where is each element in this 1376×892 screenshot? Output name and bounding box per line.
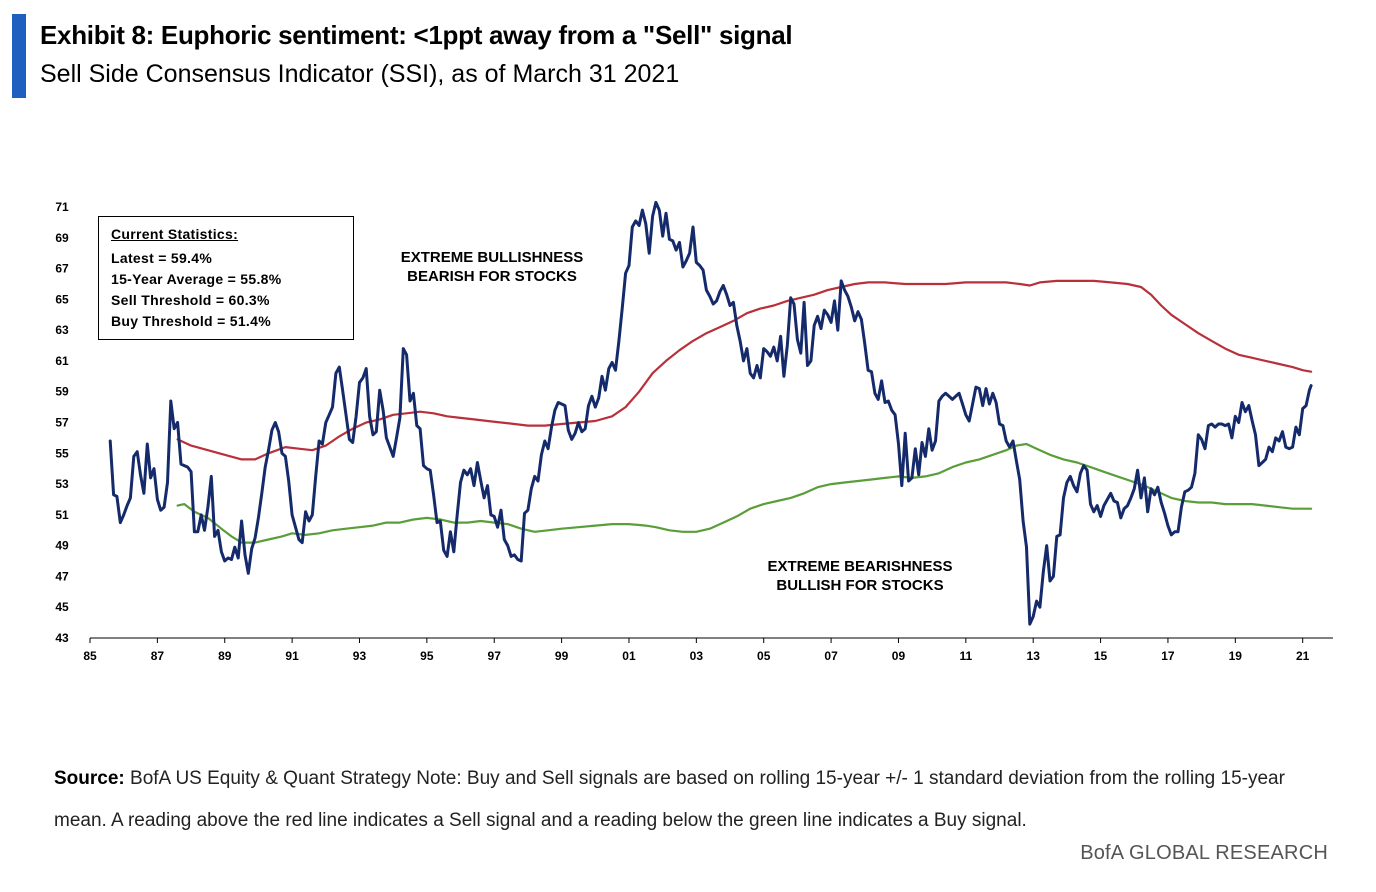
x-tick-label: 19: [1229, 649, 1243, 663]
buy-threshold-line: [176, 442, 1313, 544]
x-tick-label: 11: [959, 649, 972, 663]
y-tick-label: 47: [55, 569, 69, 583]
y-tick-label: 67: [55, 262, 69, 276]
bearish-annotation-line2: BULLISH FOR STOCKS: [776, 577, 944, 594]
bullish-annotation-line2: BEARISH FOR STOCKS: [407, 268, 577, 285]
y-tick-label: 63: [55, 323, 69, 337]
y-tick-label: 45: [55, 600, 69, 614]
y-tick-label: 69: [55, 231, 69, 245]
bullish-annotation: EXTREME BULLISHNESS BEARISH FOR STOCKS: [384, 248, 600, 286]
y-tick-label: 55: [55, 446, 69, 460]
title-accent-bar: [12, 14, 26, 98]
stats-average: 15-Year Average = 55.8%: [111, 271, 282, 287]
y-tick-label: 57: [55, 416, 69, 430]
bearish-annotation-line1: EXTREME BEARISHNESS: [767, 558, 953, 575]
stats-sell-threshold: Sell Threshold = 60.3%: [111, 292, 270, 308]
y-tick-label: 65: [55, 292, 69, 306]
x-tick-label: 07: [824, 649, 838, 663]
x-tick-label: 95: [420, 649, 434, 663]
y-tick-label: 61: [55, 354, 69, 368]
x-tick-label: 97: [488, 649, 502, 663]
y-tick-label: 51: [55, 508, 69, 522]
current-statistics-box: Current Statistics: Latest = 59.4% 15-Ye…: [98, 216, 354, 340]
stats-buy-threshold: Buy Threshold = 51.4%: [111, 313, 271, 329]
x-tick-label: 21: [1296, 649, 1310, 663]
x-tick-label: 01: [622, 649, 636, 663]
x-tick-label: 15: [1094, 649, 1108, 663]
source-label: Source:: [54, 768, 125, 789]
y-tick-label: 53: [55, 477, 69, 491]
y-tick-label: 59: [55, 385, 69, 399]
source-text: BofA US Equity & Quant Strategy Note: Bu…: [54, 768, 1285, 831]
page-title: Exhibit 8: Euphoric sentiment: <1ppt awa…: [40, 20, 793, 50]
y-tick-label: 71: [55, 200, 69, 214]
x-tick-label: 05: [757, 649, 771, 663]
x-tick-label: 93: [353, 649, 367, 663]
x-tick-label: 17: [1161, 649, 1175, 663]
x-tick-label: 87: [151, 649, 165, 663]
stats-heading: Current Statistics:: [111, 226, 239, 242]
y-tick-label: 49: [55, 539, 69, 553]
source-note: Source: BofA US Equity & Quant Strategy …: [54, 758, 1329, 842]
y-tick-label: 43: [55, 631, 69, 645]
ssi-line: [108, 200, 1313, 626]
sell-threshold-line: [176, 279, 1313, 461]
bearish-annotation: EXTREME BEARISHNESS BULLISH FOR STOCKS: [750, 557, 970, 595]
x-tick-label: 13: [1027, 649, 1041, 663]
brand-footer: BofA GLOBAL RESEARCH: [1080, 842, 1328, 864]
x-tick-label: 89: [218, 649, 232, 663]
bullish-annotation-line1: EXTREME BULLISHNESS: [400, 249, 584, 266]
x-tick-label: 91: [285, 649, 299, 663]
x-tick-label: 03: [690, 649, 704, 663]
page-subtitle: Sell Side Consensus Indicator (SSI), as …: [40, 60, 680, 88]
x-tick-label: 09: [892, 649, 906, 663]
x-tick-label: 99: [555, 649, 569, 663]
x-tick-label: 85: [83, 649, 97, 663]
stats-latest: Latest = 59.4%: [111, 250, 213, 266]
